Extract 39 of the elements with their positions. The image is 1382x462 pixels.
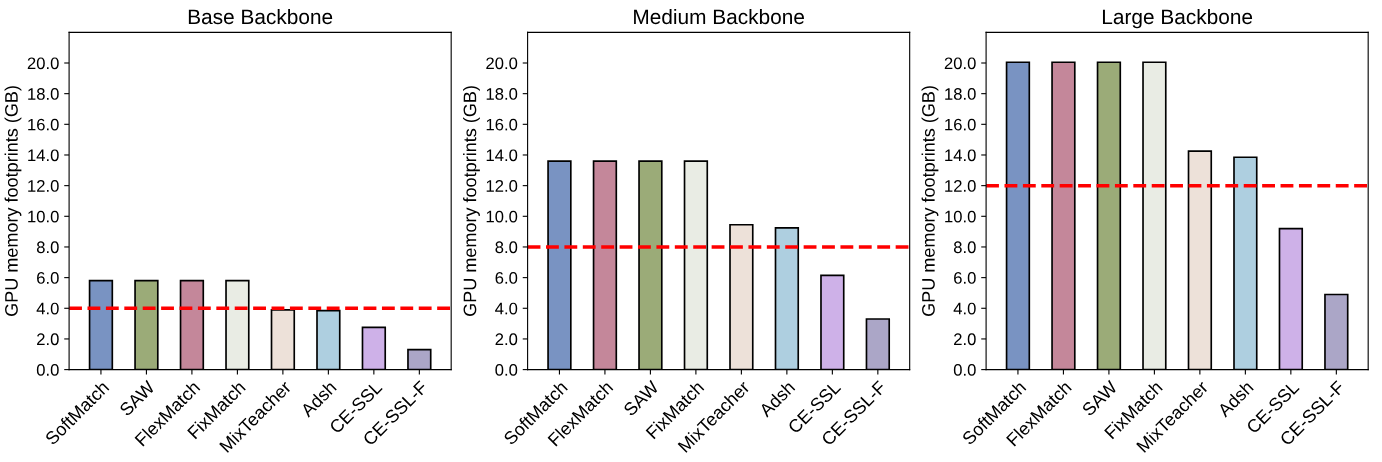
y-tick-label: 8.0 bbox=[495, 241, 518, 254]
y-axis-title: GPU memory footprints (GB) bbox=[4, 86, 22, 316]
y-tick-label: 12.0 bbox=[945, 180, 976, 192]
y-tick-label: 4.0 bbox=[36, 302, 59, 315]
y-tick-label: 0.0 bbox=[36, 364, 59, 376]
y-tick-label: 20.0 bbox=[944, 57, 976, 70]
y-tick-label: 2.0 bbox=[37, 333, 59, 346]
y-tick-label: 10.0 bbox=[945, 210, 976, 223]
y-tick-label: 0.0 bbox=[495, 364, 518, 376]
y-tick-label: 16.0 bbox=[28, 118, 59, 131]
y-tick-label: 2.0 bbox=[495, 333, 518, 346]
y-axis-title: GPU memory footprints (GB) bbox=[463, 86, 480, 316]
y-tick-label: 20.0 bbox=[27, 57, 59, 70]
y-tick-label: 4.0 bbox=[953, 302, 976, 315]
y-tick-label: 2.0 bbox=[954, 333, 976, 346]
y-axis-title: GPU memory footprints (GB) bbox=[921, 86, 939, 316]
y-tick-label: 12.0 bbox=[28, 180, 59, 192]
y-tick-label: 10.0 bbox=[486, 210, 518, 223]
y-tick-label: 12.0 bbox=[486, 180, 518, 192]
y-tick-label: 16.0 bbox=[486, 118, 518, 131]
y-tick-label: 8.0 bbox=[953, 241, 976, 254]
y-tick-label: 14.0 bbox=[945, 149, 976, 162]
y-tick-label: 18.0 bbox=[945, 88, 976, 100]
y-tick-label: 0.0 bbox=[953, 364, 976, 376]
chart-title: Medium Backbone bbox=[634, 8, 804, 25]
y-tick-label: 6.0 bbox=[37, 272, 59, 284]
y-tick-label: 6.0 bbox=[954, 272, 976, 284]
y-tick-label: 4.0 bbox=[495, 302, 518, 315]
y-tick-label: 18.0 bbox=[486, 88, 518, 100]
y-tick-label: 6.0 bbox=[495, 272, 518, 284]
y-tick-label: 16.0 bbox=[945, 118, 976, 131]
y-tick-label: 20.0 bbox=[486, 57, 518, 70]
y-tick-label: 10.0 bbox=[28, 210, 59, 223]
chart-title: Base Backbone bbox=[188, 8, 333, 25]
y-tick-label: 14.0 bbox=[28, 149, 59, 162]
y-tick-label: 8.0 bbox=[36, 241, 59, 254]
chart-title: Large Backbone bbox=[1102, 8, 1253, 29]
y-tick-label: 18.0 bbox=[28, 88, 59, 100]
y-tick-label: 14.0 bbox=[486, 149, 518, 162]
